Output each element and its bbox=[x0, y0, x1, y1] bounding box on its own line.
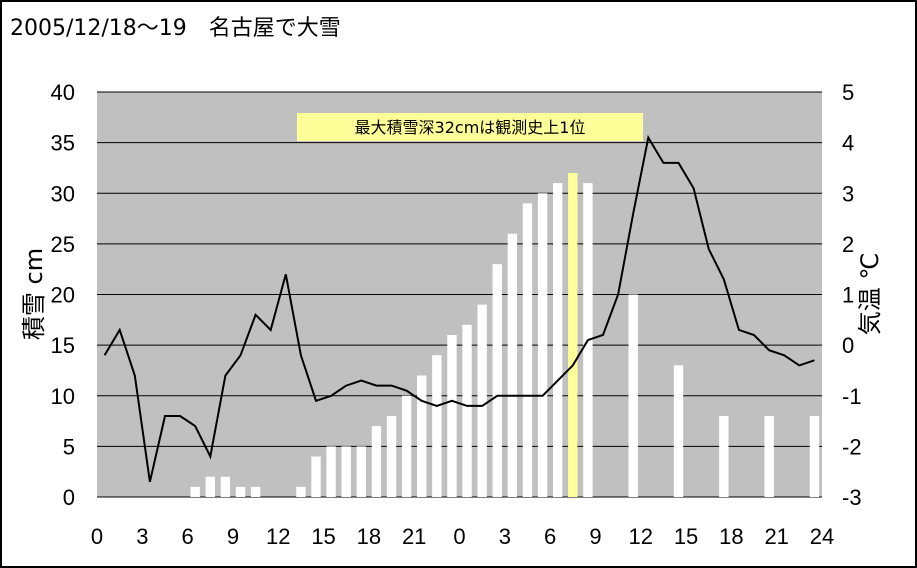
chart-title: 2005/12/18～19 名古屋で大雪 bbox=[10, 16, 341, 41]
snow-bar bbox=[764, 416, 774, 497]
x-tick-label: 15 bbox=[311, 524, 335, 549]
snow-bar bbox=[220, 476, 231, 497]
y-right-tick-label: -2 bbox=[842, 434, 862, 459]
snow-bar bbox=[341, 446, 351, 497]
y-left-axis-title: 積雪 cm bbox=[20, 248, 48, 340]
snow-bar-max bbox=[568, 173, 578, 497]
x-tick-label: 18 bbox=[719, 524, 743, 549]
y-right-tick-label: 5 bbox=[842, 80, 854, 105]
x-tick-label: 12 bbox=[629, 524, 653, 549]
snow-bar bbox=[673, 365, 684, 497]
snow-bar bbox=[190, 486, 200, 497]
snow-bar bbox=[809, 416, 820, 497]
snow-bar bbox=[235, 486, 246, 497]
snow-bar bbox=[205, 476, 215, 497]
y-right-tick-label: 2 bbox=[842, 232, 854, 257]
snow-bar bbox=[386, 416, 397, 497]
snow-bar bbox=[719, 416, 729, 497]
y-left-tick-label: 15 bbox=[51, 333, 75, 358]
snow-bar bbox=[522, 203, 533, 497]
x-tick-label: 3 bbox=[499, 524, 511, 549]
x-tick-label: 9 bbox=[227, 524, 239, 549]
x-tick-label: 15 bbox=[674, 524, 698, 549]
snow-bar bbox=[250, 486, 261, 497]
snow-bar bbox=[492, 264, 502, 497]
x-tick-label: 0 bbox=[453, 524, 465, 549]
x-tick-label: 6 bbox=[182, 524, 194, 549]
annotation-box bbox=[297, 113, 643, 141]
snow-bar bbox=[326, 446, 336, 497]
y-left-tick-label: 30 bbox=[51, 181, 75, 206]
y-left-tick-label: 40 bbox=[51, 80, 75, 105]
x-tick-label: 12 bbox=[266, 524, 290, 549]
y-left-tick-label: 20 bbox=[51, 283, 75, 308]
snow-bar bbox=[417, 375, 427, 497]
snow-bar bbox=[552, 183, 563, 497]
x-tick-label: 21 bbox=[402, 524, 426, 549]
y-right-tick-label: 4 bbox=[842, 131, 854, 156]
snow-bar bbox=[462, 324, 472, 497]
temperature-line bbox=[103, 134, 815, 483]
snow-bar bbox=[447, 335, 457, 497]
y-left-tick-label: 10 bbox=[51, 384, 75, 409]
snow-bar bbox=[537, 193, 548, 497]
x-tick-label: 18 bbox=[357, 524, 381, 549]
y-right-tick-label: -1 bbox=[842, 384, 862, 409]
snow-bar bbox=[296, 486, 306, 497]
y-left-tick-label: 25 bbox=[51, 232, 75, 257]
y-right-tick-label: -3 bbox=[842, 485, 862, 510]
y-left-tick-label: 0 bbox=[63, 485, 75, 510]
x-tick-label: 0 bbox=[91, 524, 103, 549]
snow-bar bbox=[311, 456, 321, 497]
x-tick-label: 24 bbox=[810, 524, 834, 549]
annotation-text: 最大積雪深32cmは観測史上1位 bbox=[355, 118, 586, 137]
snow-bar bbox=[356, 446, 367, 497]
x-tick-label: 9 bbox=[589, 524, 601, 549]
x-tick-label: 3 bbox=[136, 524, 148, 549]
snow-bar bbox=[371, 426, 382, 497]
y-right-tick-label: 0 bbox=[842, 333, 854, 358]
y-right-tick-label: 3 bbox=[842, 181, 854, 206]
snow-bar bbox=[507, 233, 518, 497]
x-tick-label: 6 bbox=[544, 524, 556, 549]
x-tick-label: 21 bbox=[764, 524, 788, 549]
y-right-tick-label: 1 bbox=[842, 283, 854, 308]
y-left-tick-label: 35 bbox=[51, 131, 75, 156]
snow-bar bbox=[401, 395, 412, 497]
y-left-tick-label: 5 bbox=[63, 434, 75, 459]
snow-bar bbox=[477, 304, 487, 497]
snow-bar bbox=[628, 294, 638, 497]
snow-bar bbox=[432, 355, 442, 497]
y-right-axis-title: 気温 ℃ bbox=[856, 253, 884, 336]
